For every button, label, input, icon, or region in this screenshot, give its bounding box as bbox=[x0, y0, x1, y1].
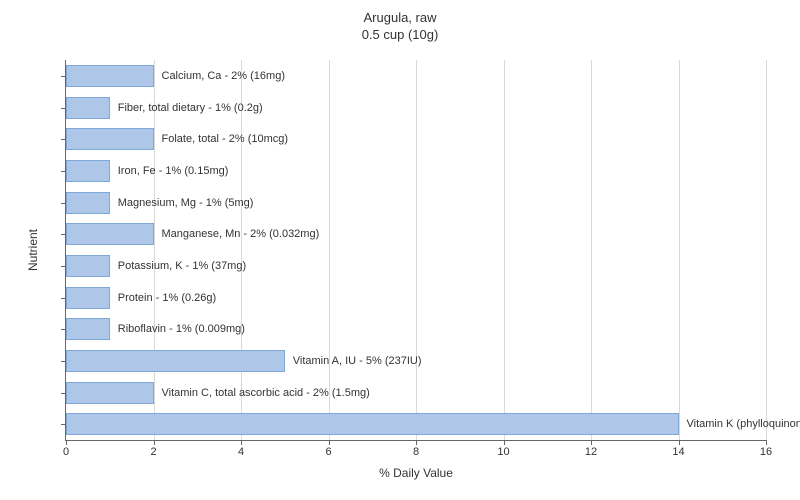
bar bbox=[66, 350, 285, 372]
y-tick-mark bbox=[61, 76, 66, 77]
y-tick-mark bbox=[61, 139, 66, 140]
x-tick-label: 0 bbox=[63, 446, 69, 458]
bar-label: Manganese, Mn - 2% (0.032mg) bbox=[162, 228, 320, 240]
bar-label: Potassium, K - 1% (37mg) bbox=[118, 260, 246, 272]
x-tick-label: 14 bbox=[672, 446, 684, 458]
x-tick-mark bbox=[504, 440, 505, 445]
x-tick-label: 12 bbox=[585, 446, 597, 458]
bar-label: Vitamin C, total ascorbic acid - 2% (1.5… bbox=[162, 387, 370, 399]
y-tick-mark bbox=[61, 329, 66, 330]
bar bbox=[66, 192, 110, 214]
x-tick-label: 6 bbox=[325, 446, 331, 458]
gridline bbox=[766, 60, 767, 440]
y-tick-mark bbox=[61, 203, 66, 204]
bar bbox=[66, 382, 154, 404]
x-tick-label: 8 bbox=[413, 446, 419, 458]
chart-title-line2: 0.5 cup (10g) bbox=[0, 27, 800, 42]
bar-label: Protein - 1% (0.26g) bbox=[118, 292, 216, 304]
bar bbox=[66, 128, 154, 150]
x-tick-mark bbox=[416, 440, 417, 445]
x-tick-label: 10 bbox=[497, 446, 509, 458]
chart-title-line1: Arugula, raw bbox=[0, 0, 800, 27]
y-tick-mark bbox=[61, 108, 66, 109]
y-tick-mark bbox=[61, 393, 66, 394]
plot-area: Nutrient % Daily Value 0246810121416Calc… bbox=[65, 60, 766, 441]
bar bbox=[66, 97, 110, 119]
bar-label: Vitamin K (phylloquinone) - 14% (10.9mcg… bbox=[687, 418, 800, 430]
gridline bbox=[241, 60, 242, 440]
x-tick-mark bbox=[591, 440, 592, 445]
y-tick-mark bbox=[61, 234, 66, 235]
x-tick-mark bbox=[679, 440, 680, 445]
x-tick-mark bbox=[766, 440, 767, 445]
y-tick-mark bbox=[61, 424, 66, 425]
bar bbox=[66, 65, 154, 87]
bar-label: Magnesium, Mg - 1% (5mg) bbox=[118, 197, 254, 209]
gridline bbox=[329, 60, 330, 440]
gridline bbox=[416, 60, 417, 440]
x-tick-label: 2 bbox=[150, 446, 156, 458]
bar-label: Vitamin A, IU - 5% (237IU) bbox=[293, 355, 422, 367]
nutrient-chart: Arugula, raw 0.5 cup (10g) Nutrient % Da… bbox=[0, 0, 800, 500]
bar-label: Riboflavin - 1% (0.009mg) bbox=[118, 323, 245, 335]
y-tick-mark bbox=[61, 361, 66, 362]
bar-label: Calcium, Ca - 2% (16mg) bbox=[162, 70, 285, 82]
y-tick-mark bbox=[61, 298, 66, 299]
bar bbox=[66, 160, 110, 182]
bar bbox=[66, 413, 679, 435]
bar bbox=[66, 287, 110, 309]
gridline bbox=[591, 60, 592, 440]
bar-label: Fiber, total dietary - 1% (0.2g) bbox=[118, 102, 263, 114]
bar-label: Folate, total - 2% (10mcg) bbox=[162, 133, 289, 145]
y-tick-mark bbox=[61, 266, 66, 267]
x-tick-mark bbox=[154, 440, 155, 445]
gridline bbox=[679, 60, 680, 440]
x-tick-label: 16 bbox=[760, 446, 772, 458]
x-tick-mark bbox=[329, 440, 330, 445]
bar bbox=[66, 318, 110, 340]
bar-label: Iron, Fe - 1% (0.15mg) bbox=[118, 165, 229, 177]
x-tick-mark bbox=[241, 440, 242, 445]
bar bbox=[66, 255, 110, 277]
x-tick-label: 4 bbox=[238, 446, 244, 458]
x-axis-label: % Daily Value bbox=[379, 466, 453, 480]
bar bbox=[66, 223, 154, 245]
gridline bbox=[504, 60, 505, 440]
y-axis-label: Nutrient bbox=[26, 229, 40, 271]
gridline bbox=[154, 60, 155, 440]
y-tick-mark bbox=[61, 171, 66, 172]
x-tick-mark bbox=[66, 440, 67, 445]
